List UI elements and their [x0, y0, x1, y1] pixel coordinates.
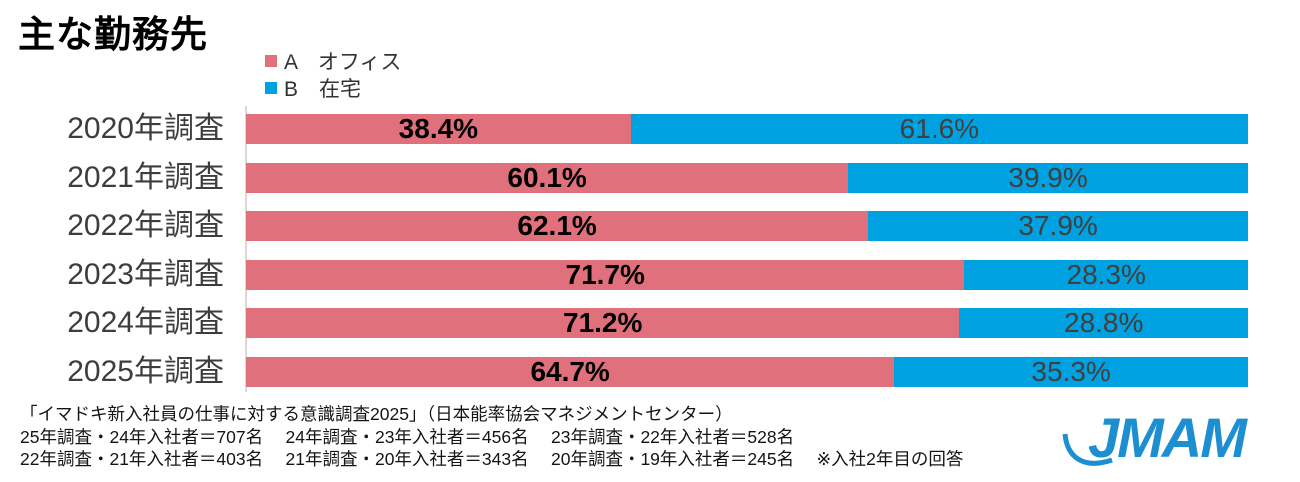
- bar-segment-home: 35.3%: [894, 355, 1248, 387]
- chart-row: 2024年調査 71.2% 28.8%: [0, 306, 1248, 340]
- value-label-office: 71.7%: [565, 258, 645, 290]
- value-label-home: 35.3%: [1031, 355, 1111, 387]
- bar-segment-home: 28.3%: [964, 258, 1248, 290]
- bar-track: 71.2% 28.8%: [246, 307, 1248, 339]
- source-line-3: 22年調査・21年入社者＝403名 21年調査・20年入社者＝343名 20年調…: [20, 449, 964, 469]
- bar-track: 60.1% 39.9%: [246, 161, 1248, 193]
- value-label-home: 28.3%: [1066, 258, 1146, 290]
- value-label-office: 64.7%: [530, 355, 610, 387]
- bar-track: 38.4% 61.6%: [246, 114, 1248, 144]
- source-line-1: 「イマドキ新入社員の仕事に対する意識調査2025」（日本能率協会マネジメントセン…: [20, 404, 733, 424]
- axis-line: [245, 106, 247, 392]
- source-line-2: 25年調査・24年入社者＝707名 24年調査・23年入社者＝456名 23年調…: [20, 426, 795, 447]
- legend-item-home: B 在宅: [265, 76, 401, 101]
- value-label-office: 71.2%: [563, 307, 643, 339]
- bar-segment-home: 37.9%: [868, 210, 1248, 242]
- logo-text: JMAM: [1088, 406, 1248, 469]
- legend-item-office: A オフィス: [265, 49, 402, 74]
- value-label-office: 38.4%: [398, 113, 479, 144]
- category-label: 2021年調査: [67, 160, 224, 194]
- bar-segment-office: 62.1%: [246, 210, 869, 242]
- value-label-home: 28.8%: [1064, 307, 1144, 339]
- value-label-office: 60.1%: [507, 161, 587, 193]
- bar-segment-office: 71.2%: [246, 307, 960, 339]
- logo-swoosh-icon: [1062, 433, 1113, 466]
- legend-label-home: B 在宅: [284, 78, 362, 101]
- bar-track: 62.1% 37.9%: [246, 210, 1248, 242]
- chart-row: 2025年調査 64.7% 35.3%: [0, 354, 1248, 388]
- bar-segment-office: 60.1%: [246, 161, 849, 193]
- category-label: 2020年調査: [67, 112, 224, 145]
- value-label-office: 62.1%: [517, 210, 597, 242]
- category-label: 2024年調査: [67, 306, 224, 340]
- chart-row: 2023年調査 71.7% 28.3%: [0, 257, 1248, 291]
- value-label-home: 61.6%: [899, 113, 980, 144]
- jmam-logo: JMAM: [1062, 406, 1250, 469]
- value-label-home: 37.9%: [1018, 210, 1098, 242]
- category-label: 2025年調査: [67, 354, 224, 388]
- bar-segment-home: 61.6%: [630, 113, 1248, 144]
- value-label-home: 39.9%: [1008, 161, 1088, 193]
- home-swatch-icon: [265, 82, 277, 94]
- category-label: 2023年調査: [67, 257, 224, 291]
- bar-track: 64.7% 35.3%: [246, 355, 1248, 387]
- chart-row: 2022年調査 62.1% 37.9%: [0, 209, 1248, 243]
- bar-segment-office: 64.7%: [246, 355, 895, 387]
- chart-row: 2021年調査 60.1% 39.9%: [0, 160, 1248, 194]
- page-title: 主な勤務先: [18, 14, 208, 55]
- bar-segment-home: 39.9%: [848, 161, 1248, 193]
- office-swatch-icon: [265, 55, 277, 67]
- legend: A オフィス B 在宅: [265, 49, 402, 101]
- bar-track: 71.7% 28.3%: [246, 258, 1248, 290]
- category-label: 2022年調査: [67, 209, 224, 243]
- source-note: 「イマドキ新入社員の仕事に対する意識調査2025」（日本能率協会マネジメントセン…: [20, 403, 963, 471]
- bar-segment-office: 71.7%: [246, 258, 965, 290]
- bar-segment-home: 28.8%: [959, 307, 1248, 339]
- chart-rows: 2020年調査 38.4% 61.6% 2021年調査 60.1% 39.9% …: [0, 114, 1248, 406]
- bar-segment-office: 38.4%: [246, 114, 631, 144]
- legend-label-office: A オフィス: [284, 51, 402, 74]
- chart-row: 2020年調査 38.4% 61.6%: [0, 114, 1248, 144]
